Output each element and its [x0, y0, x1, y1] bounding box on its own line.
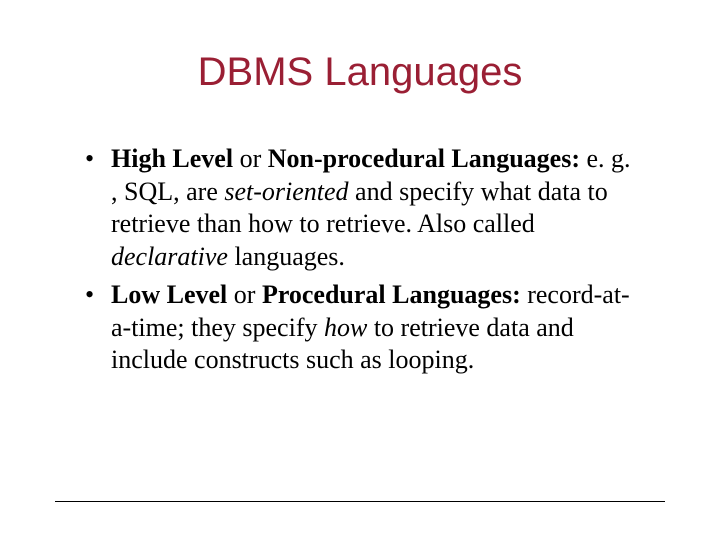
bullet-text: languages. — [228, 242, 345, 271]
bullet-italic: declarative — [111, 242, 228, 271]
bullet-item: Low Level or Procedural Languages: recor… — [85, 279, 635, 377]
bullet-mid-bold: Non-procedural Languages: — [268, 144, 580, 173]
bullet-italic: set-oriented — [224, 177, 348, 206]
bullet-text: or — [233, 144, 268, 173]
bullet-italic: how — [324, 313, 367, 342]
bullet-list: High Level or Non-procedural Languages: … — [85, 143, 635, 377]
bullet-item: High Level or Non-procedural Languages: … — [85, 143, 635, 273]
bullet-lead-bold: Low Level — [111, 280, 227, 309]
slide: DBMS Languages High Level or Non-procedu… — [0, 0, 720, 540]
bullet-mid-bold: Procedural Languages: — [262, 280, 521, 309]
horizontal-rule — [55, 501, 665, 502]
bullet-lead-bold: High Level — [111, 144, 233, 173]
bullet-text: or — [227, 280, 262, 309]
slide-title: DBMS Languages — [55, 50, 665, 95]
